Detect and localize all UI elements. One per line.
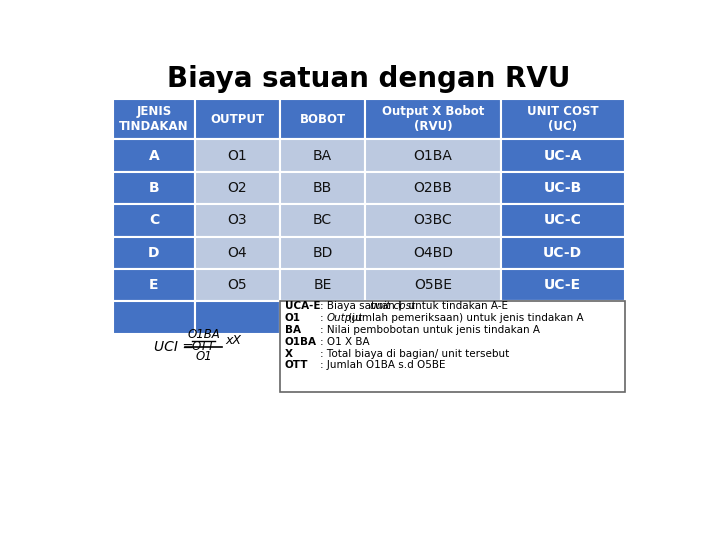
Text: O1BA: O1BA xyxy=(284,336,317,347)
Text: O1: O1 xyxy=(228,148,247,163)
Text: : Jumlah O1BA s.d O5BE: : Jumlah O1BA s.d O5BE xyxy=(320,361,446,370)
Text: D: D xyxy=(148,246,160,260)
Text: Biaya satuan dengan RVU: Biaya satuan dengan RVU xyxy=(167,65,571,93)
Text: BC: BC xyxy=(313,213,332,227)
Bar xyxy=(365,172,500,204)
Text: OUTPUT: OUTPUT xyxy=(210,113,264,126)
Text: B: B xyxy=(148,181,159,195)
Bar xyxy=(280,172,365,204)
Text: BA: BA xyxy=(313,148,332,163)
Text: Output: Output xyxy=(326,313,363,323)
Bar xyxy=(113,204,194,237)
Text: O1: O1 xyxy=(284,313,300,323)
Bar xyxy=(194,301,280,334)
Text: UC-C: UC-C xyxy=(544,213,582,227)
Text: O5BE: O5BE xyxy=(414,278,452,292)
Bar xyxy=(500,204,625,237)
Text: BA: BA xyxy=(284,325,300,335)
Bar xyxy=(113,99,194,139)
Text: O3BC: O3BC xyxy=(413,213,452,227)
Text: O4: O4 xyxy=(228,246,247,260)
Bar xyxy=(365,237,500,269)
Text: BD: BD xyxy=(312,246,333,260)
Bar xyxy=(280,237,365,269)
Bar xyxy=(500,172,625,204)
Text: O1BA: O1BA xyxy=(187,328,220,341)
Text: X: X xyxy=(284,348,292,359)
Bar xyxy=(194,139,280,172)
Text: UC-D: UC-D xyxy=(543,246,582,260)
Bar xyxy=(113,172,194,204)
Text: UC-B: UC-B xyxy=(544,181,582,195)
Text: :: : xyxy=(320,313,327,323)
Text: O1BA: O1BA xyxy=(413,148,452,163)
Text: O5: O5 xyxy=(228,278,247,292)
Bar xyxy=(365,301,500,334)
Text: )  untuk tindakan A-E: ) untuk tindakan A-E xyxy=(398,301,508,311)
Text: BB: BB xyxy=(313,181,332,195)
Bar xyxy=(113,237,194,269)
Text: A: A xyxy=(148,148,159,163)
Bar xyxy=(113,269,194,301)
Text: BE: BE xyxy=(313,278,332,292)
Text: BOBOT: BOBOT xyxy=(300,113,346,126)
Bar xyxy=(500,99,625,139)
Text: (jumlah pemeriksaan) untuk jenis tindakan A: (jumlah pemeriksaan) untuk jenis tindaka… xyxy=(345,313,584,323)
Text: UCA-E: UCA-E xyxy=(284,301,320,311)
Text: OTT: OTT xyxy=(417,310,449,325)
Text: unit cost: unit cost xyxy=(370,301,415,311)
Bar xyxy=(365,139,500,172)
Bar xyxy=(113,301,194,334)
Text: OTT: OTT xyxy=(284,361,308,370)
Bar xyxy=(365,269,500,301)
Text: : O1 X BA: : O1 X BA xyxy=(320,336,370,347)
Bar xyxy=(500,301,625,334)
Text: O2BB: O2BB xyxy=(413,181,452,195)
Bar xyxy=(365,204,500,237)
Bar xyxy=(500,139,625,172)
Bar xyxy=(194,237,280,269)
Bar xyxy=(194,204,280,237)
Text: JENIS
TINDAKAN: JENIS TINDAKAN xyxy=(119,105,189,133)
Bar xyxy=(500,237,625,269)
Text: : Total biaya di bagian/ unit tersebut: : Total biaya di bagian/ unit tersebut xyxy=(320,348,510,359)
Bar xyxy=(194,99,280,139)
Text: UC-A: UC-A xyxy=(544,148,582,163)
Bar xyxy=(280,99,365,139)
Bar xyxy=(280,301,365,334)
Bar xyxy=(280,204,365,237)
Text: UCI =: UCI = xyxy=(154,340,194,354)
Text: O4BD: O4BD xyxy=(413,246,453,260)
Text: UNIT COST
(UC): UNIT COST (UC) xyxy=(527,105,598,133)
Text: OTT: OTT xyxy=(192,340,215,353)
Bar xyxy=(280,301,625,392)
Text: O2: O2 xyxy=(228,181,247,195)
Text: UC-E: UC-E xyxy=(544,278,581,292)
Bar xyxy=(194,269,280,301)
Text: Output X Bobot
(RVU): Output X Bobot (RVU) xyxy=(382,105,484,133)
Text: : Biaya satuan (: : Biaya satuan ( xyxy=(320,301,402,311)
Bar xyxy=(500,269,625,301)
Text: E: E xyxy=(149,278,158,292)
Bar xyxy=(194,172,280,204)
Text: xX: xX xyxy=(225,334,241,347)
Text: C: C xyxy=(149,213,159,227)
Text: : Nilai pembobotan untuk jenis tindakan A: : Nilai pembobotan untuk jenis tindakan … xyxy=(320,325,540,335)
Bar xyxy=(113,139,194,172)
Text: O1: O1 xyxy=(195,350,212,363)
Bar xyxy=(365,99,500,139)
Bar xyxy=(280,139,365,172)
Text: O3: O3 xyxy=(228,213,247,227)
Bar xyxy=(280,269,365,301)
